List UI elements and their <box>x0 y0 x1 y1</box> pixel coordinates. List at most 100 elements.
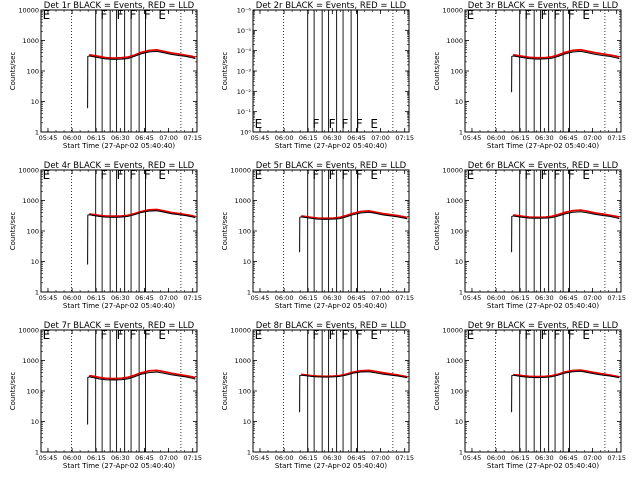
y-axis-label: Counts/sec <box>9 372 17 411</box>
y-tick-label: 1000 <box>446 357 463 365</box>
flag-label: E <box>255 117 263 131</box>
x-tick-label: 06:00 <box>487 134 506 142</box>
flag-label: E <box>582 328 590 342</box>
flag-label: E <box>158 8 166 22</box>
y-tick-label: 1 <box>35 449 39 457</box>
y-tick-label: 10 <box>455 258 463 266</box>
y-tick-label: 100 <box>239 388 251 396</box>
events-series-line <box>299 211 408 253</box>
x-axis-label: Start Time (27-Apr-02 05:40:40) <box>275 462 387 470</box>
flag-label: F <box>117 8 124 22</box>
y-tick-label: 10 <box>455 418 463 426</box>
y-axis-label: Counts/sec <box>9 52 17 91</box>
y-tick-label: 10000 <box>230 167 251 175</box>
x-tick-label: 07:00 <box>583 454 602 462</box>
x-tick-label: 07:15 <box>183 294 202 302</box>
flag-label: E <box>255 328 263 342</box>
x-tick-label: 07:00 <box>371 294 390 302</box>
y-tick-label: 1 <box>459 129 463 137</box>
y-tick-label: 1000 <box>234 357 251 365</box>
panel-title: Det 3r BLACK = Events, RED = LLD <box>468 1 619 11</box>
x-tick-label: 07:15 <box>183 134 202 142</box>
events-series-line <box>511 50 620 93</box>
y-tick-label: 10 <box>455 98 463 106</box>
x-axis-label: Start Time (27-Apr-02 05:40:40) <box>275 302 387 310</box>
detector-panel-1: Det 1r BLACK = Events, RED = LLD 1 10 100 10… <box>9 1 202 150</box>
flag-label: F <box>568 328 575 342</box>
y-tick-label: 10000 <box>442 327 463 335</box>
flag-label: F <box>144 328 151 342</box>
lld-series-line <box>513 48 620 59</box>
x-tick-label: 05:45 <box>463 454 482 462</box>
plot-frame <box>464 169 622 293</box>
x-tick-label: 06:45 <box>135 134 154 142</box>
x-tick-label: 05:45 <box>251 134 270 142</box>
flag-label: E <box>370 117 378 131</box>
flag-label: F <box>525 8 532 22</box>
y-tick-label: 1 <box>35 289 39 297</box>
detector-panel-7: Det 7r BLACK = Events, RED = LLD 1 10 100 10… <box>9 321 202 470</box>
panel-title: Det 9r BLACK = Events, RED = LLD <box>468 321 619 331</box>
x-tick-label: 06:15 <box>87 294 106 302</box>
lld-series-line <box>301 209 408 220</box>
detector-panel-3: Det 3r BLACK = Events, RED = LLD 1 10 100 10… <box>433 1 626 150</box>
y-tick-label: 100 <box>27 388 39 396</box>
x-tick-label: 05:45 <box>251 454 270 462</box>
x-tick-label: 06:45 <box>559 454 578 462</box>
y-tick-label: 100 <box>451 388 463 396</box>
y-tick-label: 10000 <box>18 327 39 335</box>
y-tick-label: 10⁻⁴ <box>237 47 252 55</box>
events-series-line <box>87 371 196 425</box>
x-tick-label: 06:00 <box>63 134 82 142</box>
plot-frame <box>252 169 410 293</box>
x-tick-label: 06:30 <box>111 294 130 302</box>
plot-frame <box>464 329 622 453</box>
x-tick-label: 06:45 <box>135 454 154 462</box>
detector-panel-5: Det 5r BLACK = Events, RED = LLD 1 10 100 10… <box>221 161 414 310</box>
flag-label: F <box>553 328 560 342</box>
x-axis-label: Start Time (27-Apr-02 05:40:40) <box>275 142 387 150</box>
y-axis-label: Counts/sec <box>433 52 441 91</box>
panel-title: Det 2r BLACK = Events, RED = LLD <box>256 1 407 11</box>
flag-label: F <box>341 168 348 182</box>
flag-label: E <box>467 8 475 22</box>
y-tick-label: 1 <box>247 449 251 457</box>
x-tick-label: 06:15 <box>511 454 530 462</box>
detector-panel-6: Det 6r BLACK = Events, RED = LLD 1 10 100 10… <box>433 161 626 310</box>
flag-label: E <box>467 168 475 182</box>
x-tick-label: 06:15 <box>511 134 530 142</box>
flag-label: F <box>541 328 548 342</box>
flag-label: E <box>43 168 51 182</box>
flag-label: E <box>43 8 51 22</box>
y-tick-label: 1000 <box>446 197 463 205</box>
flag-label: F <box>553 168 560 182</box>
x-tick-label: 06:15 <box>299 454 318 462</box>
y-tick-label: 10000 <box>18 167 39 175</box>
x-tick-label: 06:15 <box>299 294 318 302</box>
y-tick-label: 10⁻⁵ <box>237 27 252 35</box>
panel-title: Det 6r BLACK = Events, RED = LLD <box>468 161 619 171</box>
y-tick-label: 10 <box>31 258 39 266</box>
x-tick-label: 06:45 <box>347 134 366 142</box>
detector-panel-9: Det 9r BLACK = Events, RED = LLD 1 10 100 10… <box>433 321 626 470</box>
x-tick-label: 07:15 <box>607 294 626 302</box>
x-tick-label: 07:00 <box>159 134 178 142</box>
y-axis-label: Counts/sec <box>433 212 441 251</box>
y-tick-label: 10000 <box>18 7 39 15</box>
x-tick-label: 05:45 <box>251 294 270 302</box>
events-series-line <box>87 210 196 265</box>
x-tick-label: 06:45 <box>347 454 366 462</box>
flag-label: F <box>541 8 548 22</box>
x-tick-label: 07:00 <box>159 294 178 302</box>
flag-label: F <box>144 168 151 182</box>
flag-label: F <box>568 8 575 22</box>
x-axis-label: Start Time (27-Apr-02 05:40:40) <box>487 462 599 470</box>
x-axis-label: Start Time (27-Apr-02 05:40:40) <box>487 142 599 150</box>
flag-label: E <box>158 168 166 182</box>
x-tick-label: 07:15 <box>183 454 202 462</box>
lld-series-line <box>89 369 196 380</box>
events-series-line <box>87 50 196 109</box>
y-tick-label: 1000 <box>22 37 39 45</box>
x-tick-label: 07:15 <box>395 294 414 302</box>
plot-frame <box>252 9 410 133</box>
